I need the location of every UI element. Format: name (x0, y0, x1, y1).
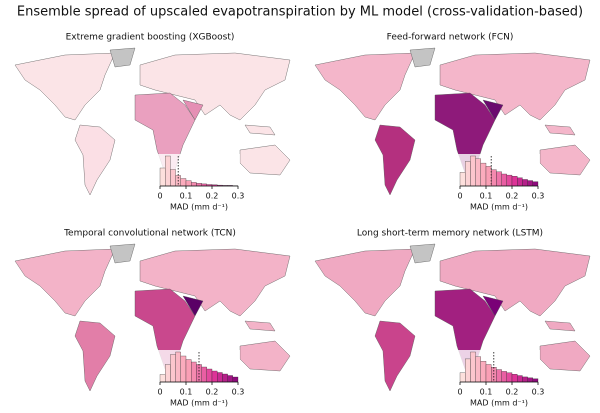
x-tick-label: 0.2 (206, 388, 219, 397)
figure-title: Ensemble spread of upscaled evapotranspi… (17, 5, 583, 20)
x-tick-label: 0.3 (232, 192, 245, 201)
hist-bar (232, 376, 239, 383)
hist-bar (511, 374, 518, 383)
x-tick-label: 0.2 (206, 192, 219, 201)
hist-bar (191, 182, 197, 187)
hist-bar (206, 368, 213, 383)
hist-bar (517, 177, 523, 187)
x-tick-label: 0.1 (180, 192, 193, 201)
hist-bar (470, 351, 476, 383)
map (14, 243, 291, 392)
hist-bar (159, 374, 166, 383)
hist-bar (465, 358, 471, 383)
hist-bar (522, 376, 528, 383)
hist-bar (480, 162, 487, 187)
hist-bar (165, 364, 171, 383)
hist-bar (485, 166, 492, 187)
hist-bar (527, 377, 533, 383)
hist-bar (485, 364, 492, 383)
hist-bar (459, 172, 466, 187)
x-axis-label: MAD (mm d⁻¹) (170, 203, 228, 212)
x-tick-label: 0 (157, 388, 162, 397)
hist-bar (170, 169, 176, 187)
map (14, 47, 291, 196)
x-tick-label: 0.3 (232, 388, 245, 397)
x-axis-label: MAD (mm d⁻¹) (170, 399, 228, 408)
map (314, 47, 591, 196)
hist-bar (159, 167, 166, 187)
hist-bar (180, 355, 187, 383)
hist-bar (501, 173, 507, 187)
hist-bar (185, 180, 192, 187)
panel-title: Feed-forward network (FCN) (387, 33, 514, 43)
x-tick-label: 0 (157, 192, 162, 201)
hist-bar (475, 356, 481, 383)
hist-bar (165, 155, 171, 187)
hist-bar (511, 176, 518, 187)
x-tick-label: 0 (457, 192, 462, 201)
hist-bar (459, 372, 466, 383)
hist-bar (501, 371, 507, 383)
hist-bar (201, 366, 207, 383)
x-tick-label: 0.1 (480, 192, 493, 201)
hist-bar (180, 178, 187, 187)
x-tick-label: 0.1 (480, 388, 493, 397)
hist-bar (175, 351, 181, 383)
hist-bar (517, 375, 523, 383)
x-axis-label: MAD (mm d⁻¹) (470, 399, 528, 408)
x-tick-label: 0.2 (506, 192, 519, 201)
hist-bar (532, 181, 539, 187)
x-tick-label: 0.3 (532, 388, 545, 397)
hist-bar (191, 361, 197, 383)
hist-bar (480, 361, 487, 383)
map (314, 243, 591, 392)
x-tick-label: 0 (457, 388, 462, 397)
x-tick-label: 0.1 (180, 388, 193, 397)
hist-bar (506, 372, 513, 383)
x-tick-label: 0.3 (532, 192, 545, 201)
hist-bar (506, 174, 513, 187)
hist-bar (470, 155, 476, 187)
hist-bar (496, 369, 502, 383)
panel-title: Temporal convolutional network (TCN) (63, 229, 236, 239)
hist-bar (527, 180, 533, 187)
x-axis-label: MAD (mm d⁻¹) (470, 203, 528, 212)
hist-bar (465, 161, 471, 187)
hist-bar (196, 183, 202, 187)
hist-bar (522, 179, 528, 187)
hist-bar (211, 370, 218, 383)
hist-bar (532, 378, 539, 383)
hist-bar (496, 171, 502, 187)
panel-title: Extreme gradient boosting (XGBoost) (66, 33, 235, 43)
hist-bar (222, 373, 228, 383)
hist-bar (475, 158, 481, 187)
hist-bar (185, 359, 192, 383)
x-tick-label: 0.2 (506, 388, 519, 397)
hist-bar (217, 372, 223, 383)
hist-bar (170, 354, 176, 383)
hist-bar (227, 375, 233, 383)
hist-bar (491, 169, 497, 187)
panel-title: Long short-term memory network (LSTM) (357, 229, 543, 239)
